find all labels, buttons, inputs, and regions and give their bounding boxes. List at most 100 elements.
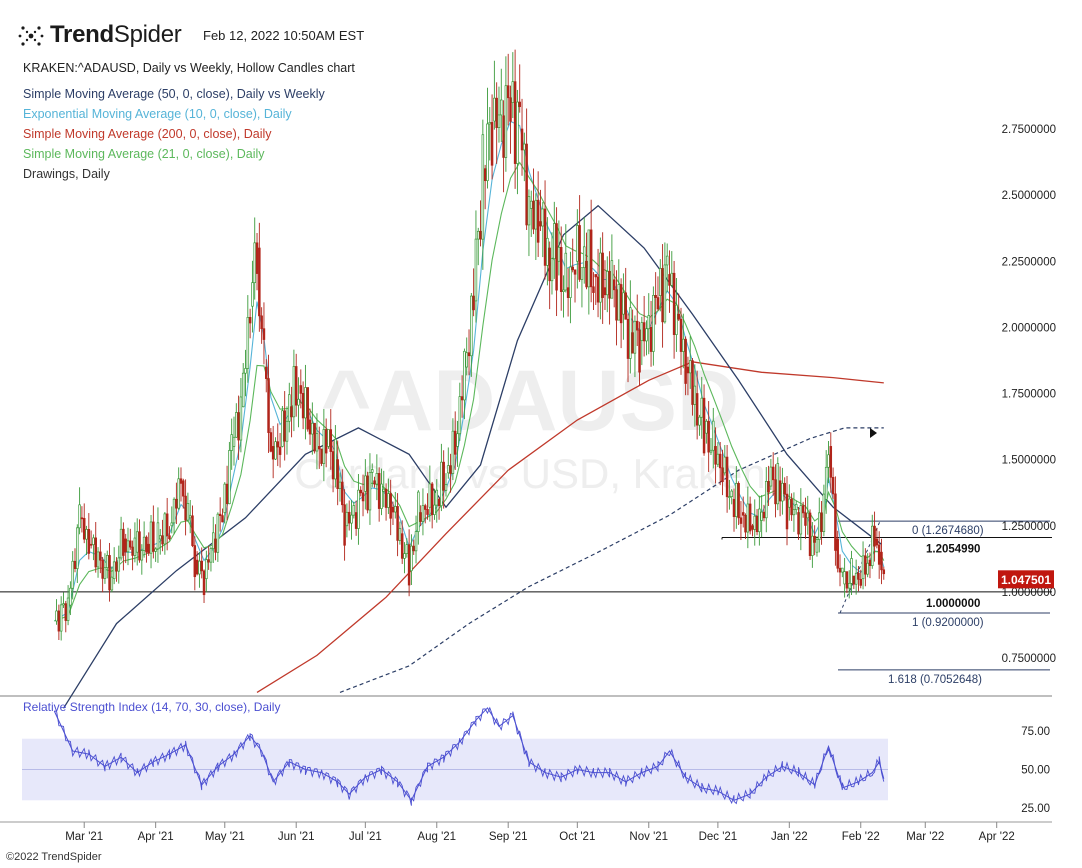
candle-body xyxy=(845,571,849,589)
candle xyxy=(495,82,498,164)
candle-body xyxy=(380,483,383,509)
candle-body xyxy=(453,430,457,455)
candle-body xyxy=(799,505,803,535)
candle xyxy=(278,432,282,468)
candle-body xyxy=(564,252,568,291)
candle xyxy=(357,474,360,545)
candle-body xyxy=(267,378,270,433)
candle xyxy=(311,402,314,455)
candle xyxy=(516,89,519,195)
candle-body xyxy=(350,514,353,524)
candle xyxy=(811,522,814,568)
candle xyxy=(276,423,280,467)
candle xyxy=(688,336,692,389)
candle xyxy=(370,463,374,487)
candle xyxy=(82,503,86,544)
candle xyxy=(223,482,227,524)
candle-body xyxy=(882,569,886,575)
price-tick-label: 1.5000000 xyxy=(1002,455,1056,467)
candle xyxy=(679,307,683,375)
candle-body xyxy=(96,551,100,568)
candle xyxy=(69,581,72,616)
candle xyxy=(691,357,694,416)
candle xyxy=(55,599,58,625)
candle xyxy=(403,542,406,574)
candle xyxy=(633,315,637,378)
candle xyxy=(562,275,565,318)
candle xyxy=(695,370,699,440)
candle-body xyxy=(774,479,777,505)
candle-body xyxy=(739,517,743,524)
candle-body xyxy=(483,168,487,182)
candle-body xyxy=(442,461,445,491)
candle-body xyxy=(476,230,480,240)
candle-body xyxy=(797,512,800,535)
candle xyxy=(808,509,812,560)
candle xyxy=(656,276,660,311)
candle xyxy=(629,280,632,374)
candle-body xyxy=(718,453,722,469)
candle xyxy=(426,493,429,520)
price-tick-label: 2.2500000 xyxy=(1002,256,1056,268)
candle-body xyxy=(366,475,369,511)
candle-body xyxy=(732,498,736,517)
candle-body xyxy=(539,221,542,227)
watermark-name: Cardano vs USD, Kraken xyxy=(294,450,766,497)
candle xyxy=(170,506,174,534)
candle-body xyxy=(504,85,508,158)
candle-body xyxy=(161,535,164,545)
candle xyxy=(578,195,581,282)
candle xyxy=(85,525,88,555)
candle xyxy=(76,524,79,583)
candle xyxy=(767,465,770,506)
candle xyxy=(497,86,501,143)
candle xyxy=(659,259,662,312)
candle-body xyxy=(239,396,243,441)
candle xyxy=(387,478,390,515)
candle xyxy=(587,229,591,315)
candle xyxy=(92,534,95,561)
candle xyxy=(868,552,872,579)
candle xyxy=(465,337,468,376)
candle-body xyxy=(608,271,611,299)
candle xyxy=(334,425,337,488)
candle xyxy=(755,509,759,536)
candle xyxy=(414,515,418,564)
candle-body xyxy=(638,329,641,373)
candle xyxy=(619,278,623,349)
candle-body xyxy=(101,559,104,579)
rsi-title: Relative Strength Index (14, 70, 30, clo… xyxy=(23,700,280,714)
candle xyxy=(741,496,745,528)
candle-body xyxy=(527,196,531,226)
candle-body xyxy=(364,475,367,492)
candle-body xyxy=(170,522,174,527)
candle xyxy=(191,505,194,548)
candle xyxy=(359,486,362,497)
candle-body xyxy=(481,134,485,240)
candle-body xyxy=(237,412,240,441)
candle xyxy=(705,418,708,444)
candle-body xyxy=(154,548,157,552)
candle-body xyxy=(122,528,125,556)
level-label-1000: 1.0000000 xyxy=(926,598,980,610)
candle-body xyxy=(449,465,452,474)
candle-body xyxy=(421,505,425,522)
candle xyxy=(813,525,816,556)
candle-body xyxy=(656,297,660,310)
candle xyxy=(877,531,881,579)
candle-body xyxy=(686,366,690,374)
candle xyxy=(820,501,823,545)
candle xyxy=(762,504,766,522)
candle xyxy=(748,496,752,535)
candle-body xyxy=(744,514,747,533)
candle xyxy=(670,251,674,288)
candle xyxy=(444,473,448,497)
price-tick-label: 0.7500000 xyxy=(1002,653,1056,665)
candle xyxy=(861,541,865,590)
candle-body xyxy=(767,481,770,493)
candle-body xyxy=(859,578,862,586)
candle-body xyxy=(407,544,411,586)
candle-body xyxy=(200,560,203,572)
candle xyxy=(108,542,111,602)
